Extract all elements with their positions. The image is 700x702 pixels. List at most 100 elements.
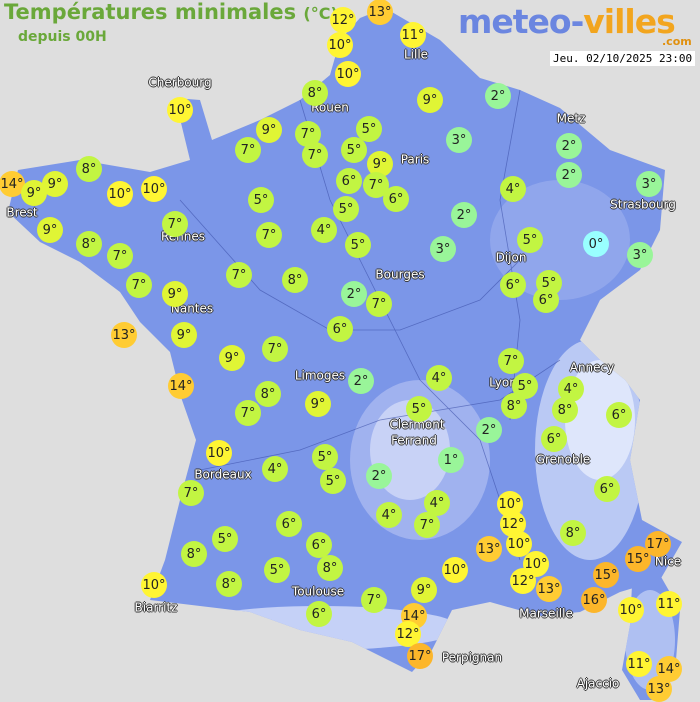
temperature-marker[interactable]: 9° <box>256 117 282 143</box>
temperature-marker[interactable]: 8° <box>302 80 328 106</box>
temperature-marker[interactable]: 7° <box>361 587 387 613</box>
temperature-marker[interactable]: 8° <box>181 541 207 567</box>
temperature-marker[interactable]: 15° <box>625 546 651 572</box>
temperature-marker[interactable]: 2° <box>366 463 392 489</box>
temperature-marker[interactable]: 9° <box>417 87 443 113</box>
temperature-marker[interactable]: 8° <box>255 381 281 407</box>
temperature-marker[interactable]: 10° <box>327 32 353 58</box>
temperature-marker[interactable]: 7° <box>414 512 440 538</box>
temperature-marker[interactable]: 9° <box>162 281 188 307</box>
meteo-villes-logo[interactable]: meteo-villes <box>458 2 676 41</box>
temperature-marker[interactable]: 7° <box>256 222 282 248</box>
temperature-marker[interactable]: 7° <box>162 211 188 237</box>
temperature-marker[interactable]: 7° <box>126 272 152 298</box>
temperature-marker[interactable]: 5° <box>312 444 338 470</box>
temperature-marker[interactable]: 6° <box>541 426 567 452</box>
temperature-marker[interactable]: 8° <box>560 520 586 546</box>
temperature-marker[interactable]: 3° <box>627 242 653 268</box>
temperature-marker[interactable]: 5° <box>341 137 367 163</box>
temperature-marker[interactable]: 2° <box>556 162 582 188</box>
temperature-marker[interactable]: 10° <box>107 181 133 207</box>
temperature-marker[interactable]: 7° <box>235 137 261 163</box>
temperature-marker[interactable]: 11° <box>656 591 682 617</box>
temperature-marker[interactable]: 2° <box>341 281 367 307</box>
temperature-marker[interactable]: 12° <box>330 7 356 33</box>
temperature-marker[interactable]: 8° <box>282 267 308 293</box>
temperature-marker[interactable]: 1° <box>438 447 464 473</box>
temperature-marker[interactable]: 14° <box>168 373 194 399</box>
temperature-marker[interactable]: 6° <box>276 511 302 537</box>
temperature-marker[interactable]: 10° <box>335 61 361 87</box>
temperature-marker[interactable]: 4° <box>424 490 450 516</box>
temperature-marker[interactable]: 9° <box>305 391 331 417</box>
temperature-marker[interactable]: 13° <box>367 0 393 25</box>
temperature-marker[interactable]: 6° <box>336 168 362 194</box>
temperature-marker[interactable]: 10° <box>141 572 167 598</box>
temperature-marker[interactable]: 7° <box>107 243 133 269</box>
temperature-marker[interactable]: 5° <box>517 227 543 253</box>
temperature-marker[interactable]: 3° <box>636 171 662 197</box>
temperature-marker[interactable]: 2° <box>451 202 477 228</box>
temperature-marker[interactable]: 9° <box>42 171 68 197</box>
temperature-marker[interactable]: 13° <box>646 676 672 702</box>
temperature-marker[interactable]: 10° <box>442 557 468 583</box>
temperature-marker[interactable]: 13° <box>111 322 137 348</box>
temperature-marker[interactable]: 16° <box>581 587 607 613</box>
temperature-marker[interactable]: 7° <box>302 142 328 168</box>
temperature-marker[interactable]: 12° <box>395 621 421 647</box>
temperature-marker[interactable]: 11° <box>400 22 426 48</box>
temperature-marker[interactable]: 10° <box>618 597 644 623</box>
temperature-marker[interactable]: 3° <box>446 127 472 153</box>
temperature-marker[interactable]: 4° <box>311 217 337 243</box>
temperature-marker[interactable]: 3° <box>430 236 456 262</box>
temperature-marker[interactable]: 8° <box>216 571 242 597</box>
temperature-marker[interactable]: 2° <box>556 133 582 159</box>
temperature-marker[interactable]: 5° <box>264 557 290 583</box>
temperature-marker[interactable]: 0° <box>583 231 609 257</box>
temperature-marker[interactable]: 6° <box>383 186 409 212</box>
temperature-marker[interactable]: 7° <box>498 348 524 374</box>
temperature-marker[interactable]: 14° <box>0 171 25 197</box>
temperature-marker[interactable]: 6° <box>533 287 559 313</box>
temperature-marker[interactable]: 10° <box>523 551 549 577</box>
temperature-marker[interactable]: 7° <box>178 480 204 506</box>
temperature-marker[interactable]: 8° <box>317 555 343 581</box>
temperature-marker[interactable]: 10° <box>206 440 232 466</box>
temperature-marker[interactable]: 6° <box>327 316 353 342</box>
temperature-marker[interactable]: 8° <box>552 397 578 423</box>
temperature-marker[interactable]: 15° <box>593 562 619 588</box>
temperature-marker[interactable]: 4° <box>426 365 452 391</box>
temperature-marker[interactable]: 8° <box>501 393 527 419</box>
temperature-marker[interactable]: 6° <box>594 476 620 502</box>
temperature-marker[interactable]: 5° <box>212 526 238 552</box>
temperature-marker[interactable]: 12° <box>510 568 536 594</box>
temperature-marker[interactable]: 7° <box>235 400 261 426</box>
temperature-marker[interactable]: 11° <box>626 651 652 677</box>
temperature-marker[interactable]: 5° <box>406 396 432 422</box>
temperature-marker[interactable]: 4° <box>376 502 402 528</box>
temperature-marker[interactable]: 6° <box>500 272 526 298</box>
temperature-marker[interactable]: 8° <box>76 156 102 182</box>
temperature-marker[interactable]: 2° <box>476 417 502 443</box>
temperature-marker[interactable]: 2° <box>485 83 511 109</box>
temperature-marker[interactable]: 2° <box>348 368 374 394</box>
temperature-marker[interactable]: 7° <box>226 262 252 288</box>
temperature-marker[interactable]: 9° <box>171 322 197 348</box>
temperature-marker[interactable]: 5° <box>248 187 274 213</box>
temperature-marker[interactable]: 9° <box>411 577 437 603</box>
temperature-marker[interactable]: 5° <box>345 232 371 258</box>
temperature-marker[interactable]: 13° <box>476 536 502 562</box>
temperature-marker[interactable]: 10° <box>167 97 193 123</box>
temperature-marker[interactable]: 9° <box>37 217 63 243</box>
temperature-marker[interactable]: 7° <box>366 291 392 317</box>
temperature-marker[interactable]: 4° <box>262 456 288 482</box>
temperature-marker[interactable]: 5° <box>320 468 346 494</box>
temperature-marker[interactable]: 6° <box>606 402 632 428</box>
temperature-marker[interactable]: 9° <box>219 345 245 371</box>
temperature-marker[interactable]: 13° <box>536 576 562 602</box>
temperature-marker[interactable]: 6° <box>306 601 332 627</box>
temperature-marker[interactable]: 4° <box>500 176 526 202</box>
temperature-marker[interactable]: 7° <box>262 336 288 362</box>
temperature-marker[interactable]: 5° <box>333 196 359 222</box>
temperature-marker[interactable]: 8° <box>76 231 102 257</box>
